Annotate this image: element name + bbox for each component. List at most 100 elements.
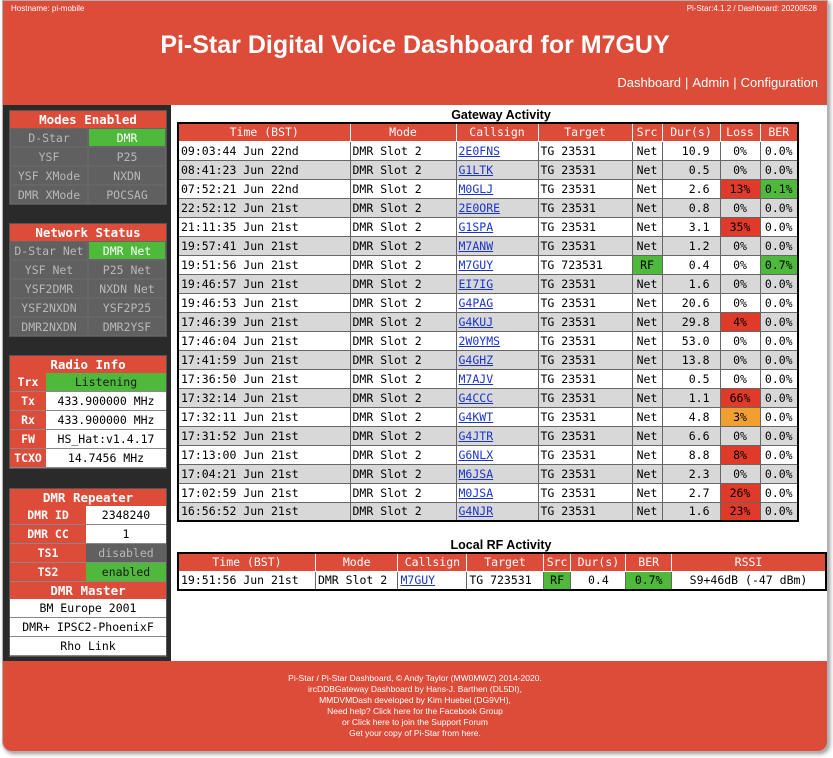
dmr-id-label: DMR ID bbox=[10, 506, 86, 524]
loss-cell: 26% bbox=[719, 482, 761, 503]
target-cell: TG 23531 bbox=[537, 406, 633, 427]
callsign-link[interactable]: G4KWT bbox=[458, 409, 494, 424]
callsign-link[interactable]: 2W0YMS bbox=[458, 333, 501, 348]
src-cell: Net bbox=[631, 406, 663, 427]
duration-cell: 8.8 bbox=[661, 444, 721, 465]
target-cell: TG 23531 bbox=[537, 463, 633, 484]
callsign-cell: EI7IG bbox=[455, 273, 539, 294]
callsign-link[interactable]: G4JTR bbox=[458, 428, 494, 443]
callsign-link[interactable]: G4KUJ bbox=[458, 314, 494, 329]
callsign-link[interactable]: G6NLX bbox=[458, 447, 494, 462]
ber-cell: 0.0% bbox=[759, 273, 799, 294]
ber-cell: 0.0% bbox=[759, 159, 799, 180]
callsign-cell: 2E0FNS bbox=[455, 140, 539, 161]
nav-separator: | bbox=[685, 75, 689, 90]
src-cell: Net bbox=[631, 444, 663, 465]
ber-cell: 0.0% bbox=[759, 197, 799, 218]
hostname-label: Hostname: pi-mobile bbox=[11, 4, 85, 13]
callsign-link[interactable]: M7ANW bbox=[458, 238, 494, 253]
ts1-value: disabled bbox=[86, 544, 166, 562]
gateway-row: 17:46:04 Jun 21st DMR Slot 2 2W0YMS TG 2353… bbox=[177, 330, 799, 351]
footer-facebook-link[interactable]: Need help? Click here for the Facebook G… bbox=[327, 706, 503, 716]
tcxo-value: 14.7456 MHz bbox=[67, 451, 145, 465]
src-cell: RF bbox=[542, 570, 572, 591]
callsign-link[interactable]: EI7IG bbox=[458, 276, 494, 291]
gateway-col-time-bst: Time (BST) bbox=[177, 122, 351, 142]
loss-cell: 23% bbox=[719, 501, 761, 522]
src-cell: Net bbox=[631, 349, 663, 370]
loss-cell: 0% bbox=[719, 159, 761, 180]
callsign-link[interactable]: G4NJR bbox=[458, 504, 494, 519]
target-cell: TG 23531 bbox=[537, 349, 633, 370]
src-cell: Net bbox=[631, 159, 663, 180]
header-bar: Hostname: pi-mobile Pi-Star:4.1.2 / Dash… bbox=[3, 1, 827, 105]
duration-cell: 2.6 bbox=[661, 178, 721, 199]
gateway-row: 17:13:00 Jun 21st DMR Slot 2 G6NLX TG 23531… bbox=[177, 444, 799, 465]
trx-label: Trx bbox=[10, 373, 46, 391]
time-cell: 17:31:52 Jun 21st bbox=[177, 425, 351, 446]
dmr-cc-row: DMR CC 1 bbox=[10, 525, 166, 544]
callsign-cell: M7ANW bbox=[455, 235, 539, 256]
local-rf-col-target: Target bbox=[466, 552, 544, 572]
callsign-link[interactable]: G4GHZ bbox=[458, 352, 494, 367]
callsign-link[interactable]: G1SPA bbox=[458, 219, 494, 234]
ber-cell: 0.7% bbox=[759, 254, 799, 275]
version-label: Pi-Star:4.1.2 / Dashboard: 20200528 bbox=[686, 4, 817, 13]
nav-dashboard-link[interactable]: Dashboard bbox=[617, 75, 682, 90]
network-indicator-dmr2ysf: DMR2YSF bbox=[88, 317, 166, 336]
network-indicator-d-star-net: D-Star Net bbox=[10, 241, 88, 260]
gateway-row: 19:46:57 Jun 21st DMR Slot 2 EI7IG TG 23531… bbox=[177, 273, 799, 294]
dmr-master-title: DMR Master bbox=[10, 582, 166, 599]
mode-indicator-dmr: DMR bbox=[88, 128, 166, 147]
callsign-cell: M7AJV bbox=[455, 368, 539, 389]
ber-cell: 0.0% bbox=[759, 330, 799, 351]
target-cell: TG 23531 bbox=[537, 330, 633, 351]
time-cell: 17:46:39 Jun 21st bbox=[177, 311, 351, 332]
footer-download-link[interactable]: Get your copy of Pi-Star from here. bbox=[349, 728, 481, 738]
footer-forum-link[interactable]: or Click here to join the Support Forum bbox=[342, 717, 488, 727]
mode-cell: DMR Slot 2 bbox=[349, 425, 457, 446]
target-cell: TG 23531 bbox=[537, 216, 633, 237]
ber-cell: 0.0% bbox=[759, 444, 799, 465]
target-cell: TG 23531 bbox=[537, 197, 633, 218]
callsign-link[interactable]: M7GUY bbox=[400, 573, 436, 588]
gateway-row: 17:04:21 Jun 21st DMR Slot 2 M6JSA TG 23531… bbox=[177, 463, 799, 484]
callsign-link[interactable]: 2E0ORE bbox=[458, 200, 501, 215]
callsign-link[interactable]: G4PAG bbox=[458, 295, 494, 310]
gateway-row: 17:36:50 Jun 21st DMR Slot 2 M7AJV TG 23531… bbox=[177, 368, 799, 389]
gateway-col-target: Target bbox=[537, 122, 633, 142]
local-rf-table: Time (BST) Mode Callsign Target Src Dur(s) BER… bbox=[177, 552, 827, 591]
callsign-link[interactable]: M0JSA bbox=[458, 485, 494, 500]
mode-indicator-dmr-xmode: DMR XMode bbox=[10, 185, 88, 204]
callsign-link[interactable]: M6JSA bbox=[458, 466, 494, 481]
target-cell: TG 723531 bbox=[466, 570, 544, 591]
callsign-link[interactable]: 2E0FNS bbox=[458, 143, 501, 158]
gateway-row: 09:03:44 Jun 22nd DMR Slot 2 2E0FNS TG 2353… bbox=[177, 140, 799, 161]
callsign-link[interactable]: M7AJV bbox=[458, 371, 494, 386]
network-indicator-ysf-net: YSF Net bbox=[10, 260, 88, 279]
callsign-link[interactable]: M0GLJ bbox=[458, 181, 494, 196]
gateway-header-row: Time (BST) Mode Callsign Target Src Dur(s) Los… bbox=[177, 122, 799, 142]
time-cell: 19:51:56 Jun 21st bbox=[177, 254, 351, 275]
mode-cell: DMR Slot 2 bbox=[314, 570, 399, 591]
src-cell: Net bbox=[631, 482, 663, 503]
nav-admin-link[interactable]: Admin bbox=[692, 75, 730, 90]
local-rf-body: 19:51:56 Jun 21st DMR Slot 2 M7GUY TG 72353… bbox=[177, 570, 827, 591]
callsign-link[interactable]: G1LTK bbox=[458, 162, 494, 177]
callsign-link[interactable]: G4CCC bbox=[458, 390, 494, 405]
mode-cell: DMR Slot 2 bbox=[349, 330, 457, 351]
target-cell: TG 23531 bbox=[537, 444, 633, 465]
fw-row: FW HS_Hat:v1.4.17 bbox=[10, 430, 166, 449]
duration-cell: 1.6 bbox=[661, 273, 721, 294]
target-cell: TG 23531 bbox=[537, 140, 633, 161]
nav-configuration-link[interactable]: Configuration bbox=[740, 75, 818, 90]
loss-cell: 0% bbox=[719, 368, 761, 389]
ber-cell: 0.0% bbox=[759, 501, 799, 522]
callsign-link[interactable]: M7GUY bbox=[458, 257, 494, 272]
mode-cell: DMR Slot 2 bbox=[349, 235, 457, 256]
duration-cell: 2.7 bbox=[661, 482, 721, 503]
dmr-repeater-rows: DMR ID 2348240 DMR CC 1 TS1 disabled TS2 enable… bbox=[10, 506, 166, 582]
src-cell: Net bbox=[631, 387, 663, 408]
gateway-row: 19:57:41 Jun 21st DMR Slot 2 M7ANW TG 23531… bbox=[177, 235, 799, 256]
